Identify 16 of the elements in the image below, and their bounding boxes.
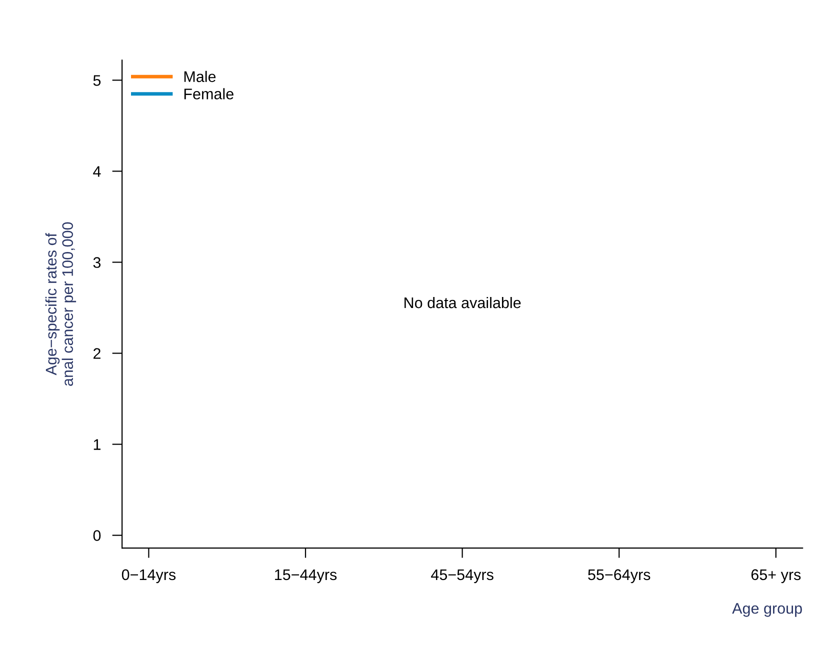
x-tick-label: 65+ yrs [751,569,801,584]
y-tick-label: 4 [93,166,101,177]
x-axis-title: Age group [732,603,802,617]
y-tick-label: 3 [93,257,101,268]
y-tick-label: 0 [93,530,101,541]
legend-label: Male [184,70,216,82]
legend-label: Female [184,88,234,100]
y-tick-label: 2 [93,348,100,359]
x-tick-label: 15−44yrs [275,569,337,584]
y-tick-label: 5 [93,75,101,86]
y-tick-label: 1 [94,439,100,450]
x-tick-label: 55−64yrs [588,569,650,584]
x-tick-label: 45−54yrs [431,569,494,584]
annotation: No data available [404,296,521,308]
x-tick-label: 0−14yrs [122,569,176,584]
y-axis-title: Age−specific rates of anal cancer per 100,000 [45,222,76,386]
